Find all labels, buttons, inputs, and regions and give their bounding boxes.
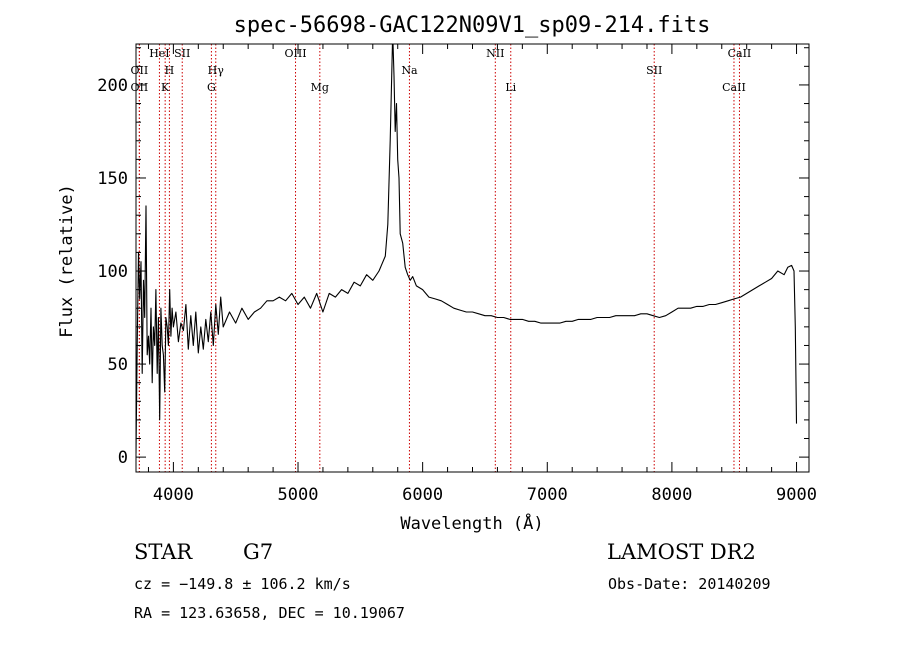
line-label-15: CaII	[722, 81, 746, 94]
x-tick-label-0: 4000	[153, 485, 194, 505]
y-axis-label: Flux (relative)	[57, 184, 77, 338]
x-tick-label-4: 8000	[651, 485, 692, 505]
y-tick-label-0: 0	[118, 448, 128, 468]
line-label-10: Na	[401, 64, 418, 77]
redshift-readout: cz = −149.8 ± 106.2 km/s	[134, 575, 351, 593]
x-tick-label-5: 9000	[776, 485, 817, 505]
line-label-4: K	[161, 81, 170, 94]
line-label-12: Li	[505, 81, 516, 94]
y-tick-label-3: 150	[97, 169, 128, 189]
survey-name: LAMOST DR2	[607, 540, 756, 564]
line-label-6: Hγ	[208, 64, 225, 77]
x-axis-label: Wavelength (Å)	[400, 512, 543, 534]
x-tick-label-2: 6000	[402, 485, 443, 505]
y-tick-label-2: 100	[97, 262, 128, 282]
line-label-3: H	[165, 64, 175, 77]
y-tick-label-4: 200	[97, 76, 128, 96]
line-label-13: SII	[646, 64, 662, 77]
observation-date: Obs-Date: 20140209	[608, 575, 771, 593]
line-label-14: CaII	[728, 47, 752, 60]
coordinates-readout: RA = 123.63658, DEC = 10.19067	[134, 604, 405, 622]
y-tick-label-1: 50	[108, 355, 128, 375]
line-label-7: G	[207, 81, 216, 94]
line-label-5: SII	[174, 47, 190, 60]
line-label-2: HeI	[149, 47, 169, 60]
line-label-9: Mg	[311, 81, 329, 94]
chart-title: spec-56698-GAC122N09V1_sp09-214.fits	[234, 13, 711, 38]
object-subclass: G7	[243, 540, 274, 564]
line-label-8: OIII	[284, 47, 306, 60]
line-label-11: NII	[486, 47, 504, 60]
x-tick-label-1: 5000	[278, 485, 319, 505]
line-label-1: OII	[131, 81, 149, 94]
x-tick-label-3: 7000	[527, 485, 568, 505]
plot-frame	[135, 43, 810, 473]
spectrum-series	[136, 44, 798, 454]
line-label-0: OII	[131, 64, 149, 77]
object-class: STAR	[134, 540, 193, 564]
